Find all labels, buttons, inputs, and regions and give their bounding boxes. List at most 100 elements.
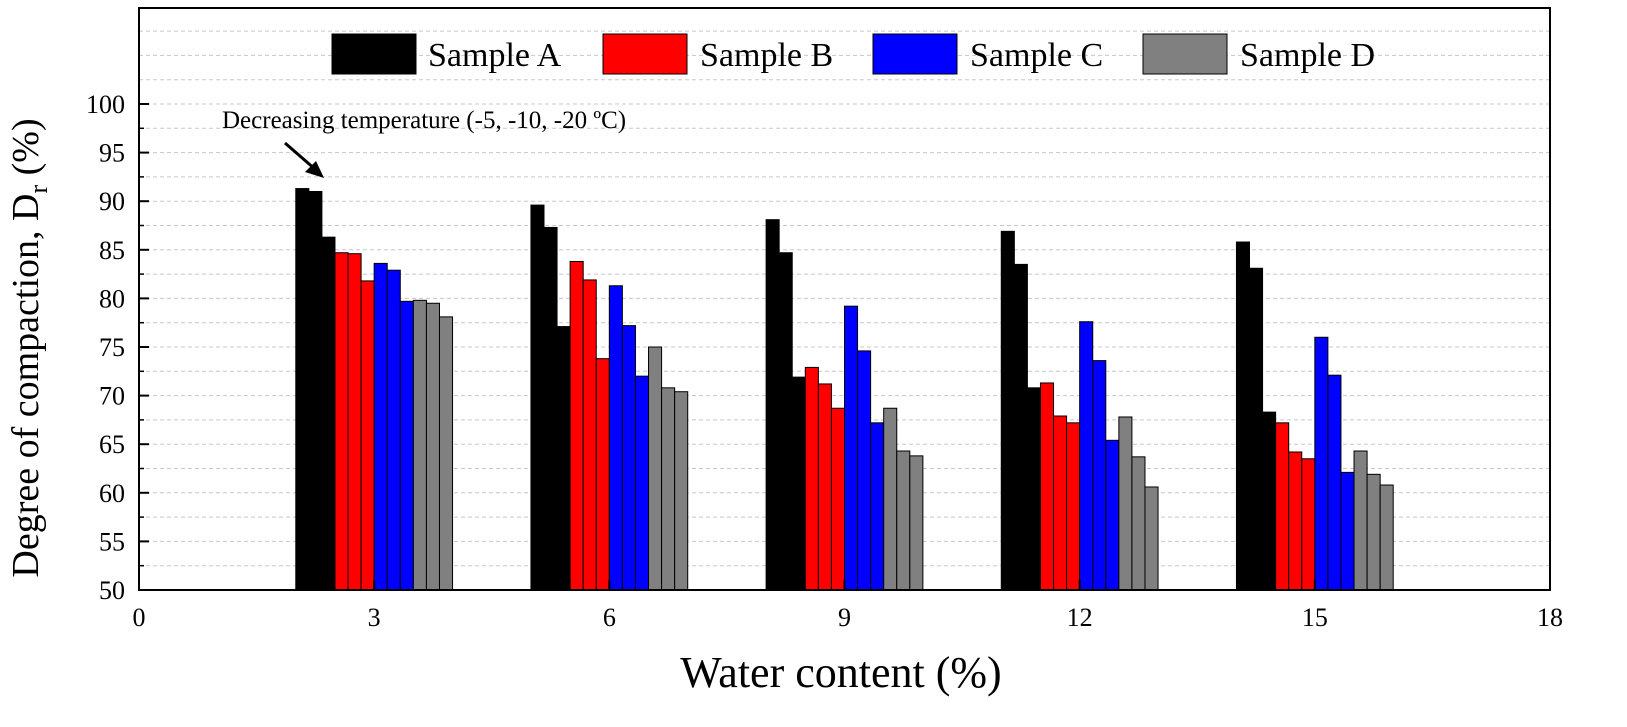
legend-label: Sample B	[700, 37, 833, 74]
y-tick-label: 80	[99, 284, 125, 313]
y-axis-title-main: Degree of compaction, D	[5, 194, 47, 578]
bar	[804, 366, 819, 591]
bar	[582, 279, 597, 591]
axes	[138, 7, 1551, 591]
bar	[857, 350, 872, 591]
bar	[778, 252, 793, 591]
bar	[661, 387, 676, 591]
bar	[425, 302, 440, 591]
x-tick-label: 0	[133, 603, 146, 632]
legend-swatch	[872, 33, 958, 75]
legend-swatch	[1142, 33, 1228, 75]
bar	[791, 376, 806, 591]
y-tick-label: 55	[99, 527, 125, 556]
bar	[1118, 416, 1133, 591]
y-tick-label: 65	[99, 430, 125, 459]
bar	[830, 407, 846, 591]
legend-swatch	[602, 33, 688, 75]
bar	[360, 280, 375, 591]
bar	[530, 204, 545, 591]
bar	[1053, 415, 1068, 591]
x-tick-label: 6	[603, 603, 616, 632]
legend: Sample A Sample B Sample C Sample D	[331, 33, 1375, 75]
bar	[295, 188, 310, 591]
bar	[569, 260, 584, 591]
bar	[1249, 267, 1264, 591]
bar	[817, 383, 832, 591]
bar	[1379, 484, 1394, 591]
bar	[1366, 473, 1381, 591]
bar	[1314, 336, 1329, 591]
bar	[1301, 458, 1316, 591]
bar	[595, 358, 610, 591]
x-tick-label: 9	[838, 603, 851, 632]
legend-label: Sample D	[1240, 37, 1375, 74]
y-tick-label: 60	[99, 479, 125, 508]
bar	[347, 253, 362, 591]
bar	[1026, 387, 1041, 591]
annotation-arrow-head	[305, 161, 324, 178]
bar	[674, 391, 689, 591]
x-tick-label: 12	[1067, 603, 1093, 632]
bar	[1092, 360, 1107, 591]
y-tick-label: 95	[99, 139, 125, 168]
bar	[543, 226, 558, 591]
bar	[909, 455, 924, 591]
x-axis-title: Water content (%)	[680, 648, 1001, 697]
bar	[321, 236, 336, 591]
bar	[386, 269, 401, 591]
legend-label: Sample C	[970, 37, 1103, 74]
x-tick-label: 18	[1537, 603, 1563, 632]
y-axis-title-unit: (%)	[5, 118, 47, 184]
bar	[634, 375, 650, 591]
y-axis-title-subscript: r	[24, 185, 53, 194]
bar	[1353, 450, 1368, 591]
bar	[1327, 374, 1342, 591]
y-tick-label: 85	[99, 236, 125, 265]
y-tick-label: 75	[99, 333, 125, 362]
bar	[870, 422, 885, 591]
bar	[883, 407, 898, 591]
bar	[412, 299, 427, 591]
y-tick-label: 100	[86, 90, 125, 119]
bar	[1000, 230, 1015, 591]
bar	[1105, 439, 1120, 591]
x-tick-label: 15	[1302, 603, 1328, 632]
legend-swatch	[331, 33, 417, 75]
bar	[844, 305, 859, 591]
bar	[334, 252, 349, 591]
legend-label: Sample A	[428, 37, 562, 74]
bar	[648, 346, 663, 591]
bar	[896, 450, 911, 591]
bar	[1262, 411, 1277, 591]
y-axis-title: Degree of compaction, Dr (%)	[5, 118, 53, 577]
bar	[1144, 486, 1159, 591]
bars	[295, 188, 1394, 591]
bar	[765, 219, 780, 591]
annotation: Decreasing temperature (-5, -10, -20 ºC)	[222, 107, 626, 178]
bar	[1079, 321, 1094, 591]
bar	[1275, 422, 1290, 591]
y-tick-label: 70	[99, 382, 125, 411]
bar	[373, 262, 388, 591]
bar	[608, 285, 623, 591]
bar	[556, 326, 571, 591]
annotation-arrow-shaft	[284, 141, 317, 172]
x-tick-label: 3	[368, 603, 381, 632]
bar	[1235, 241, 1250, 591]
tick-labels: 0 3 6 9 12 15 18 50 55 60 65 70 75 80 85 90 95 100	[86, 90, 1563, 632]
bar	[1013, 263, 1028, 591]
bar	[1288, 451, 1303, 591]
bar	[308, 190, 323, 591]
bar	[1340, 471, 1355, 591]
annotation-text: Decreasing temperature (-5, -10, -20 ºC)	[222, 107, 626, 134]
bar	[438, 316, 454, 591]
bar	[399, 300, 414, 591]
y-tick-label: 50	[99, 576, 125, 605]
bar	[621, 325, 636, 591]
bar	[1131, 456, 1146, 591]
bar	[1066, 422, 1081, 591]
bar	[1039, 382, 1055, 591]
y-tick-label: 90	[99, 187, 125, 216]
